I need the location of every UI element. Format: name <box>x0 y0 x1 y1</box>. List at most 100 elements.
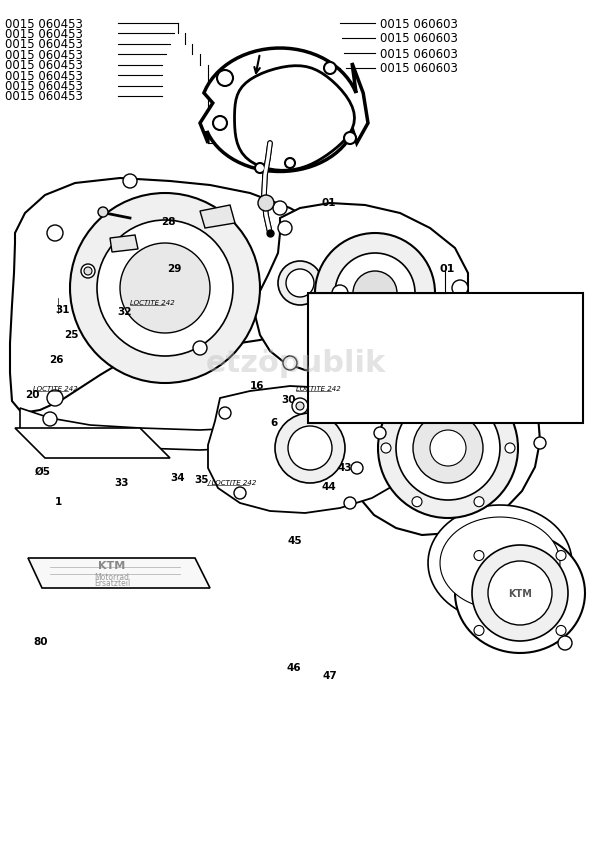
Text: TRANSMISSION BEARINGS: TRANSMISSION BEARINGS <box>313 346 466 357</box>
Circle shape <box>285 159 295 169</box>
Text: 0015 060453: 0015 060453 <box>5 49 83 61</box>
Circle shape <box>344 497 356 509</box>
Circle shape <box>213 117 227 131</box>
Text: 0015 060453: 0015 060453 <box>5 17 83 31</box>
Circle shape <box>324 63 336 75</box>
Circle shape <box>286 270 314 298</box>
Text: / LOCTITE 242: / LOCTITE 242 <box>207 479 256 485</box>
Polygon shape <box>234 67 355 171</box>
Text: 25: 25 <box>64 329 78 339</box>
Text: KTM: KTM <box>508 589 532 598</box>
Polygon shape <box>350 363 540 536</box>
Circle shape <box>123 175 137 189</box>
Circle shape <box>474 551 484 561</box>
Text: 35: 35 <box>194 474 208 485</box>
Circle shape <box>474 497 484 507</box>
Circle shape <box>378 379 518 519</box>
Circle shape <box>120 244 210 334</box>
Circle shape <box>219 408 231 420</box>
Circle shape <box>497 389 513 404</box>
Circle shape <box>351 462 363 474</box>
Text: 44: 44 <box>321 481 336 491</box>
Circle shape <box>488 561 552 625</box>
Text: + GETRIEBELAGER: + GETRIEBELAGER <box>313 327 427 337</box>
Text: 6: 6 <box>270 417 277 427</box>
Text: 0015 060603: 0015 060603 <box>380 62 458 75</box>
Circle shape <box>556 626 566 635</box>
Circle shape <box>292 398 308 415</box>
Circle shape <box>332 286 348 302</box>
Text: 26: 26 <box>49 355 63 365</box>
Circle shape <box>275 414 345 484</box>
Polygon shape <box>20 409 345 450</box>
Circle shape <box>412 497 422 507</box>
Circle shape <box>283 357 297 370</box>
Text: Ersatzteil: Ersatzteil <box>94 579 130 588</box>
Text: 0015 060453: 0015 060453 <box>5 28 83 41</box>
Circle shape <box>556 551 566 561</box>
Polygon shape <box>28 559 210 589</box>
Circle shape <box>505 444 515 454</box>
Text: 01: 01 <box>440 264 455 274</box>
Polygon shape <box>110 235 138 252</box>
Text: 32: 32 <box>117 306 131 316</box>
Circle shape <box>84 268 92 276</box>
Text: 0625 069040, 0625 062031,: 0625 069040, 0625 062031, <box>313 392 461 403</box>
Text: 20: 20 <box>25 389 40 399</box>
Text: 01: 01 <box>321 198 336 208</box>
Text: 0015 060453: 0015 060453 <box>5 70 83 83</box>
Circle shape <box>318 402 332 415</box>
FancyBboxPatch shape <box>308 293 583 423</box>
Text: 2 X 0991 060122, 0625 201: 2 X 0991 060122, 0625 201 <box>313 379 459 389</box>
Text: 0015 060453: 0015 060453 <box>5 90 83 103</box>
Text: KTM: KTM <box>98 560 126 571</box>
Circle shape <box>452 281 468 297</box>
Text: LOCTITE 242: LOCTITE 242 <box>130 299 175 306</box>
Circle shape <box>474 626 484 635</box>
Circle shape <box>413 293 427 308</box>
Polygon shape <box>428 506 572 621</box>
Text: 28: 28 <box>162 217 176 227</box>
Circle shape <box>353 272 397 316</box>
Text: 0015 060603: 0015 060603 <box>380 17 458 31</box>
Text: 0015 060453: 0015 060453 <box>5 38 83 51</box>
Polygon shape <box>200 49 368 172</box>
Circle shape <box>70 194 260 384</box>
Text: 47: 47 <box>323 670 337 681</box>
Circle shape <box>193 341 207 356</box>
Circle shape <box>490 408 502 420</box>
Text: LOCTITE 242: LOCTITE 242 <box>296 385 341 392</box>
Text: etzöpublik: etzöpublik <box>206 349 386 378</box>
Circle shape <box>454 328 466 339</box>
Text: 29: 29 <box>168 264 182 274</box>
Text: 80: 80 <box>33 636 47 647</box>
Circle shape <box>396 397 500 501</box>
Circle shape <box>315 234 435 354</box>
Text: 16: 16 <box>250 380 265 391</box>
Circle shape <box>43 413 57 426</box>
Text: 31: 31 <box>55 305 69 315</box>
Polygon shape <box>10 179 350 414</box>
Text: Motorrad: Motorrad <box>95 573 130 582</box>
Circle shape <box>278 262 322 305</box>
Circle shape <box>450 334 470 354</box>
Text: Ø5: Ø5 <box>34 466 51 476</box>
Text: 30: 30 <box>281 394 295 404</box>
Text: LOCTITE 242: LOCTITE 242 <box>33 385 78 392</box>
Circle shape <box>374 427 386 439</box>
Text: 1,5,6,25,26,29,31,32,34,35: 1,5,6,25,26,29,31,32,34,35 <box>313 304 482 314</box>
Circle shape <box>454 338 466 350</box>
Circle shape <box>412 390 422 400</box>
Polygon shape <box>255 204 468 374</box>
Circle shape <box>430 431 466 467</box>
Circle shape <box>81 264 95 279</box>
Circle shape <box>47 391 63 407</box>
Text: 34: 34 <box>170 473 185 483</box>
Polygon shape <box>15 428 170 458</box>
Circle shape <box>255 164 265 174</box>
Text: 1: 1 <box>54 496 62 507</box>
Circle shape <box>381 444 391 454</box>
Circle shape <box>273 202 287 216</box>
Circle shape <box>335 253 415 334</box>
Circle shape <box>234 487 246 499</box>
